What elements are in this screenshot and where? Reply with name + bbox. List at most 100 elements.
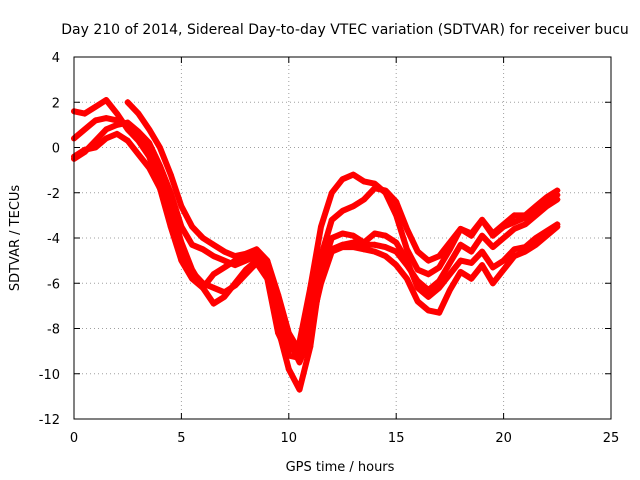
- data-point: [436, 277, 443, 284]
- data-point: [446, 287, 453, 294]
- data-point: [135, 151, 142, 158]
- x-tick-label: 5: [177, 431, 185, 446]
- data-point: [350, 232, 357, 239]
- data-point: [221, 289, 228, 296]
- data-point: [360, 196, 367, 203]
- data-point: [339, 207, 346, 214]
- data-point: [554, 223, 561, 230]
- data-point: [543, 198, 550, 205]
- data-point: [479, 232, 486, 239]
- data-point: [92, 103, 99, 110]
- data-point: [350, 171, 357, 178]
- data-point: [489, 232, 496, 239]
- grid-lines: [74, 57, 611, 419]
- data-point: [436, 253, 443, 260]
- data-point: [468, 275, 475, 282]
- data-point: [328, 216, 335, 223]
- x-tick-label: 25: [603, 431, 620, 446]
- data-point: [275, 330, 282, 337]
- data-point: [403, 246, 410, 253]
- data-point: [360, 178, 367, 185]
- x-tick-label: 10: [281, 431, 298, 446]
- data-point: [135, 128, 142, 135]
- data-point: [328, 235, 335, 241]
- data-point: [446, 271, 453, 278]
- data-point: [522, 221, 529, 228]
- data-point: [135, 110, 142, 117]
- data-point: [210, 284, 217, 291]
- chart-title: Day 210 of 2014, Sidereal Day-to-day VTE…: [61, 22, 629, 38]
- data-point: [221, 248, 228, 255]
- data-point: [511, 253, 518, 260]
- data-point: [92, 117, 99, 124]
- data-point: [232, 253, 239, 260]
- data-point: [479, 216, 486, 223]
- data-point: [146, 139, 153, 146]
- data-point: [307, 284, 314, 291]
- data-point: [339, 241, 346, 248]
- data-point: [178, 223, 185, 230]
- data-point: [511, 225, 518, 232]
- data-point: [479, 262, 486, 269]
- data-point: [242, 257, 249, 264]
- data-point: [371, 248, 378, 255]
- x-tick-label: 20: [495, 431, 512, 446]
- data-point: [489, 244, 496, 251]
- data-point: [199, 246, 206, 253]
- data-point: [479, 248, 486, 255]
- data-point: [328, 246, 335, 253]
- data-point: [199, 280, 206, 287]
- data-point: [296, 348, 303, 355]
- data-point: [360, 241, 367, 248]
- data-point: [436, 264, 443, 271]
- data-point: [500, 235, 507, 241]
- x-tick-label: 0: [70, 431, 78, 446]
- axis-ticks: [73, 56, 612, 420]
- x-axis-label: GPS time / hours: [286, 460, 395, 475]
- data-point: [221, 257, 228, 264]
- data-point: [371, 185, 378, 192]
- data-point: [468, 248, 475, 255]
- data-point: [511, 212, 518, 219]
- y-tick-label: -8: [47, 323, 60, 338]
- data-point: [457, 257, 464, 264]
- y-tick-label: -6: [47, 277, 60, 292]
- data-point: [522, 214, 529, 221]
- data-point: [414, 284, 421, 291]
- data-point: [446, 239, 453, 246]
- data-point: [436, 284, 443, 291]
- data-point: [393, 248, 400, 255]
- data-point: [199, 235, 206, 241]
- data-point: [543, 232, 550, 239]
- data-point: [113, 110, 120, 117]
- data-point: [425, 287, 432, 294]
- data-point: [511, 219, 518, 226]
- data-point: [285, 366, 292, 373]
- data-point: [124, 99, 131, 106]
- data-point: [167, 189, 174, 196]
- data-point: [189, 223, 196, 230]
- data-point: [113, 130, 120, 137]
- data-point: [554, 192, 561, 199]
- data-point: [382, 232, 389, 239]
- series-4-line: [71, 119, 561, 366]
- data-point: [425, 293, 432, 300]
- data-point: [414, 266, 421, 273]
- y-tick-labels: 4 2 0 -2 -4 -6 -8 -10 -12: [39, 51, 60, 428]
- data-point: [296, 359, 303, 366]
- data-point: [403, 262, 410, 269]
- data-point: [339, 176, 346, 183]
- data-point: [285, 330, 292, 337]
- data-point: [189, 268, 196, 275]
- data-point: [457, 268, 464, 275]
- data-point: [457, 241, 464, 248]
- data-point: [382, 244, 389, 251]
- y-tick-label: 4: [52, 51, 60, 66]
- data-point: [81, 110, 88, 117]
- data-point: [446, 259, 453, 266]
- data-point: [103, 96, 110, 103]
- data-point: [264, 257, 271, 264]
- data-point: [318, 223, 325, 230]
- data-point: [382, 187, 389, 194]
